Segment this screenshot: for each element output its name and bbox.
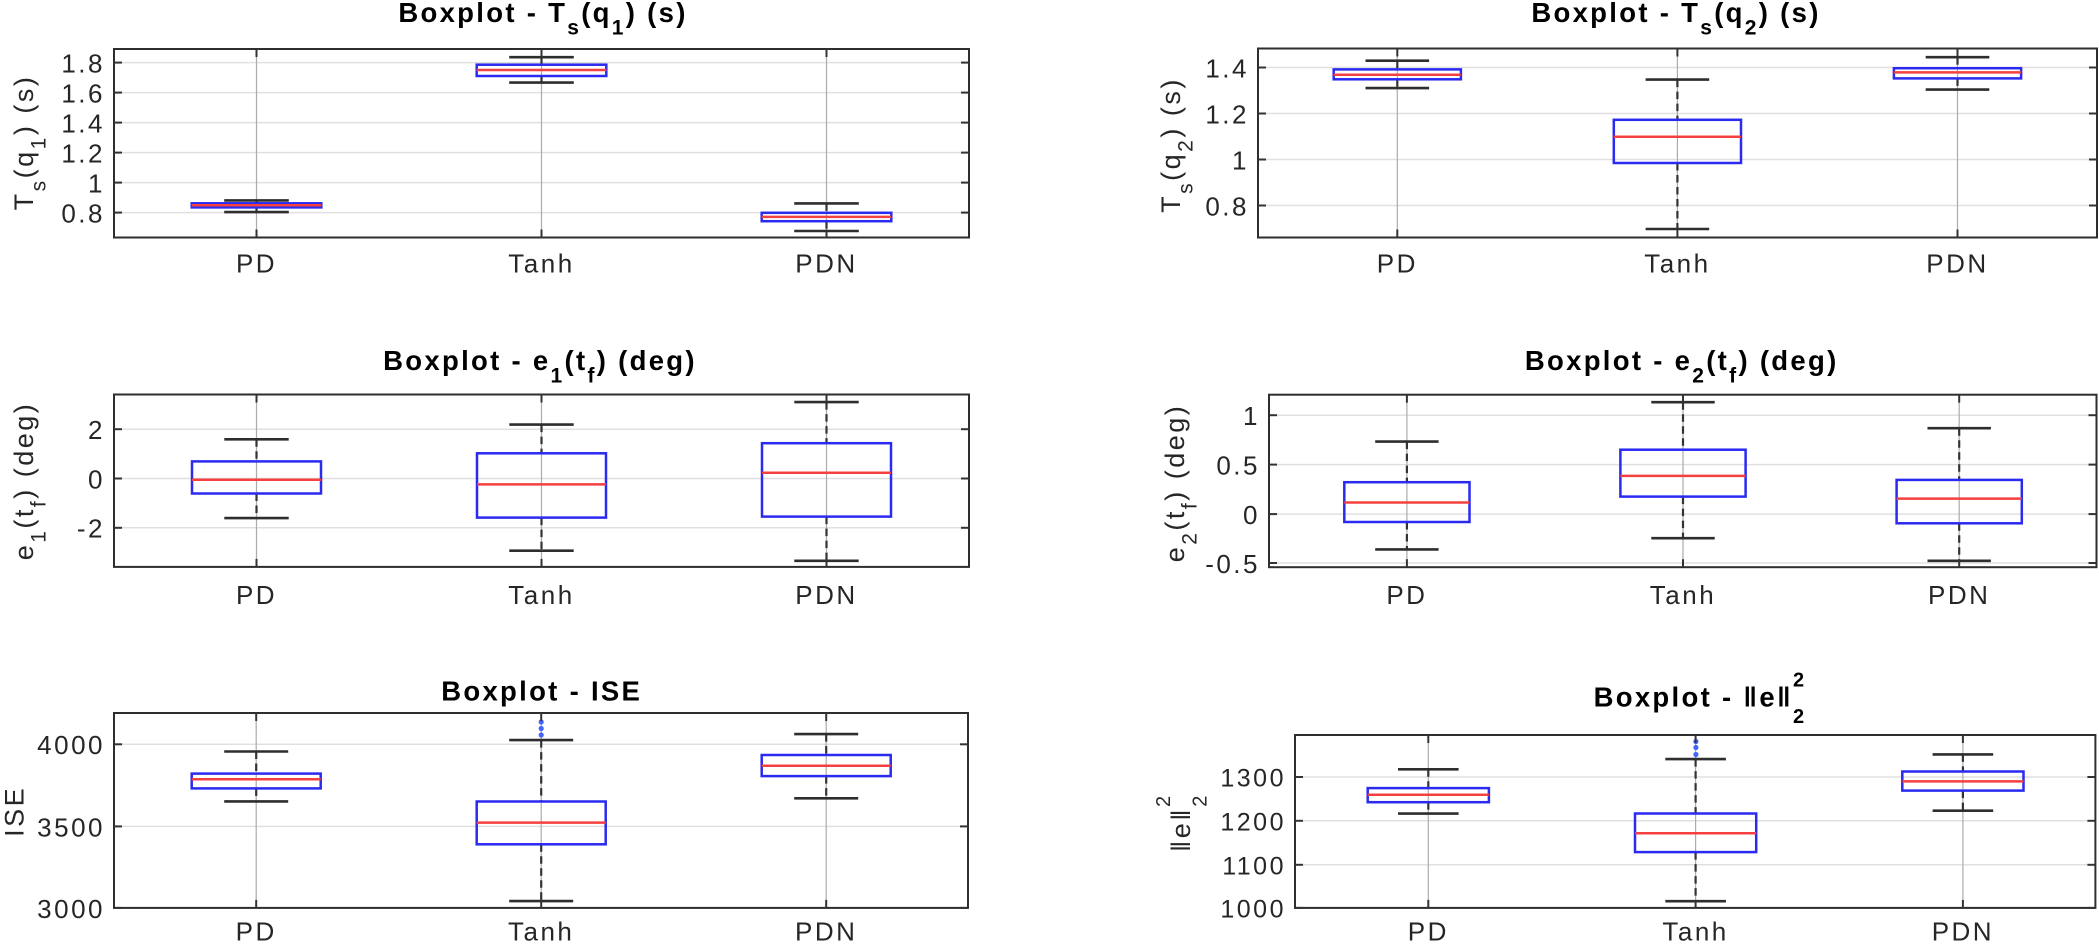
svg-text:PD: PD bbox=[1408, 916, 1449, 946]
svg-text:PD: PD bbox=[236, 580, 277, 610]
svg-text:1000: 1000 bbox=[1220, 895, 1286, 923]
svg-text:1300: 1300 bbox=[1220, 765, 1286, 793]
svg-text:PDN: PDN bbox=[1926, 248, 1988, 278]
svg-text:PDN: PDN bbox=[795, 916, 857, 946]
svg-text:0: 0 bbox=[1243, 500, 1260, 530]
svg-text:PDN: PDN bbox=[1928, 580, 1990, 610]
svg-text:1200: 1200 bbox=[1220, 808, 1286, 836]
svg-text:3500: 3500 bbox=[37, 812, 105, 842]
svg-text:PD: PD bbox=[236, 248, 277, 278]
svg-text:3000: 3000 bbox=[37, 894, 105, 924]
svg-text:PD: PD bbox=[236, 916, 277, 946]
svg-text:1: 1 bbox=[1232, 145, 1249, 175]
svg-text:Boxplot - ISE: Boxplot - ISE bbox=[441, 675, 642, 706]
svg-text:PD: PD bbox=[1377, 248, 1418, 278]
svg-text:0.8: 0.8 bbox=[61, 199, 105, 229]
svg-text:Tanh: Tanh bbox=[508, 580, 574, 610]
svg-text:PDN: PDN bbox=[1932, 916, 1994, 946]
svg-text:Tanh: Tanh bbox=[508, 916, 574, 946]
svg-text:0.5: 0.5 bbox=[1216, 451, 1260, 481]
svg-text:0.8: 0.8 bbox=[1205, 191, 1249, 221]
svg-text:1.4: 1.4 bbox=[61, 109, 105, 139]
svg-text:1.8: 1.8 bbox=[61, 49, 105, 79]
svg-text:2: 2 bbox=[88, 415, 105, 445]
svg-text:1.6: 1.6 bbox=[61, 79, 105, 109]
svg-text:ISE: ISE bbox=[0, 786, 30, 837]
svg-text:4000: 4000 bbox=[37, 730, 105, 760]
svg-text:1.2: 1.2 bbox=[1205, 99, 1249, 129]
svg-text:1.2: 1.2 bbox=[61, 139, 105, 169]
svg-text:0: 0 bbox=[88, 464, 105, 494]
svg-text:Tanh: Tanh bbox=[1662, 916, 1728, 946]
svg-text:PDN: PDN bbox=[795, 580, 857, 610]
svg-text:PDN: PDN bbox=[795, 248, 857, 278]
svg-text:Tanh: Tanh bbox=[508, 248, 574, 278]
svg-text:-0.5: -0.5 bbox=[1205, 549, 1260, 579]
svg-text:1: 1 bbox=[1243, 401, 1260, 431]
svg-text:Tanh: Tanh bbox=[1650, 580, 1716, 610]
svg-text:1.4: 1.4 bbox=[1205, 53, 1249, 83]
svg-text:-2: -2 bbox=[77, 514, 105, 544]
svg-text:1100: 1100 bbox=[1222, 852, 1286, 880]
svg-text:Tanh: Tanh bbox=[1644, 248, 1710, 278]
svg-text:PD: PD bbox=[1386, 580, 1427, 610]
svg-text:1: 1 bbox=[88, 169, 105, 199]
